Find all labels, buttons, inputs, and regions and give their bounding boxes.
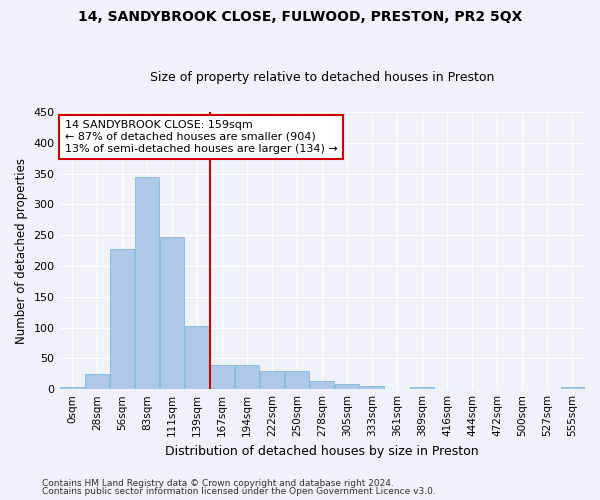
Bar <box>260 370 284 389</box>
Bar <box>85 374 109 389</box>
Bar <box>110 250 134 389</box>
Text: Contains public sector information licensed under the Open Government Licence v3: Contains public sector information licen… <box>42 487 436 496</box>
Bar <box>310 381 334 389</box>
Bar <box>60 388 84 389</box>
Title: Size of property relative to detached houses in Preston: Size of property relative to detached ho… <box>150 72 494 85</box>
Bar <box>410 388 434 389</box>
Bar <box>185 326 209 389</box>
Bar <box>235 364 259 389</box>
Text: 14 SANDYBROOK CLOSE: 159sqm
← 87% of detached houses are smaller (904)
13% of se: 14 SANDYBROOK CLOSE: 159sqm ← 87% of det… <box>65 120 338 154</box>
Y-axis label: Number of detached properties: Number of detached properties <box>15 158 28 344</box>
Text: 14, SANDYBROOK CLOSE, FULWOOD, PRESTON, PR2 5QX: 14, SANDYBROOK CLOSE, FULWOOD, PRESTON, … <box>78 10 522 24</box>
Bar <box>160 237 184 389</box>
X-axis label: Distribution of detached houses by size in Preston: Distribution of detached houses by size … <box>166 444 479 458</box>
Bar <box>286 370 309 389</box>
Text: Contains HM Land Registry data © Crown copyright and database right 2024.: Contains HM Land Registry data © Crown c… <box>42 478 394 488</box>
Bar <box>560 388 584 389</box>
Bar <box>335 384 359 389</box>
Bar <box>135 178 159 389</box>
Bar <box>361 386 384 389</box>
Bar <box>210 364 234 389</box>
